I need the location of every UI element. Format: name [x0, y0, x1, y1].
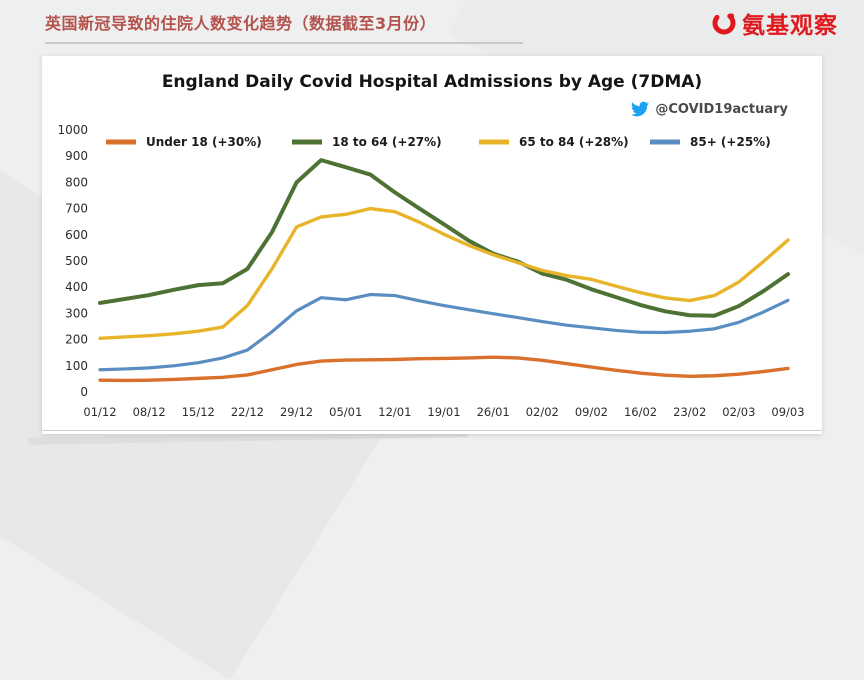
series-line — [98, 158, 790, 318]
series-line — [98, 355, 790, 383]
legend-label: Under 18 (+30%) — [146, 135, 262, 149]
x-tick-label: 26/01 — [477, 405, 510, 419]
chart-title: England Daily Covid Hospital Admissions … — [161, 72, 703, 92]
x-tick-label: 02/02 — [526, 405, 559, 419]
x-tick-label: 23/02 — [673, 405, 706, 419]
legend-label: 18 to 64 (+27%) — [332, 135, 442, 149]
x-tick-label: 29/12 — [280, 405, 313, 419]
x-tick-label: 12/01 — [378, 405, 411, 419]
brand-logo: 氨基观察 — [711, 6, 838, 40]
y-tick-label: 600 — [65, 228, 88, 242]
y-tick-label: 100 — [65, 359, 88, 373]
x-tick-label: 05/01 — [329, 405, 362, 419]
twitter-handle: @COVID19actuary — [655, 101, 788, 117]
series-line — [98, 206, 790, 340]
chart-card: England Daily Covid Hospital Admissions … — [42, 56, 822, 434]
x-tick-label: 08/12 — [133, 405, 166, 419]
x-tick-label: 02/03 — [722, 405, 755, 419]
brand-logo-text: 氨基观察 — [742, 13, 838, 39]
y-tick-label: 700 — [65, 202, 88, 216]
legend-label: 85+ (+25%) — [690, 135, 771, 149]
x-tick-label: 19/01 — [427, 405, 460, 419]
y-tick-label: 300 — [65, 306, 88, 320]
brand-logo-icon — [712, 11, 736, 35]
chart-plot: 0 100 200 300 400 500 600 700 800 900 1000 01/12 08/… — [42, 123, 822, 431]
page-title: 英国新冠导致的住院人数变化趋势（数据截至3月份） — [45, 14, 437, 33]
y-tick-label: 900 — [65, 149, 88, 163]
y-tick-label: 400 — [65, 280, 88, 294]
title-underline — [45, 42, 523, 44]
y-tick-label: 500 — [65, 254, 88, 268]
legend-label: 65 to 84 (+28%) — [519, 135, 629, 149]
x-tick-label: 16/02 — [624, 405, 657, 419]
y-tick-label: 0 — [80, 385, 88, 399]
chart-source: @COVID19actuary — [631, 100, 788, 118]
x-tick-label: 15/12 — [182, 405, 215, 419]
twitter-icon — [631, 101, 650, 117]
x-tick-label: 09/02 — [575, 405, 608, 419]
y-tick-label: 800 — [65, 175, 88, 189]
x-tick-label: 09/03 — [771, 405, 804, 419]
x-tick-label: 22/12 — [231, 405, 264, 419]
y-tick-label: 1000 — [57, 123, 88, 137]
x-tick-label: 01/12 — [83, 405, 116, 419]
page-header: 英国新冠导致的住院人数变化趋势（数据截至3月份） — [45, 10, 844, 44]
series-line — [98, 292, 790, 372]
y-tick-label: 200 — [65, 333, 88, 347]
